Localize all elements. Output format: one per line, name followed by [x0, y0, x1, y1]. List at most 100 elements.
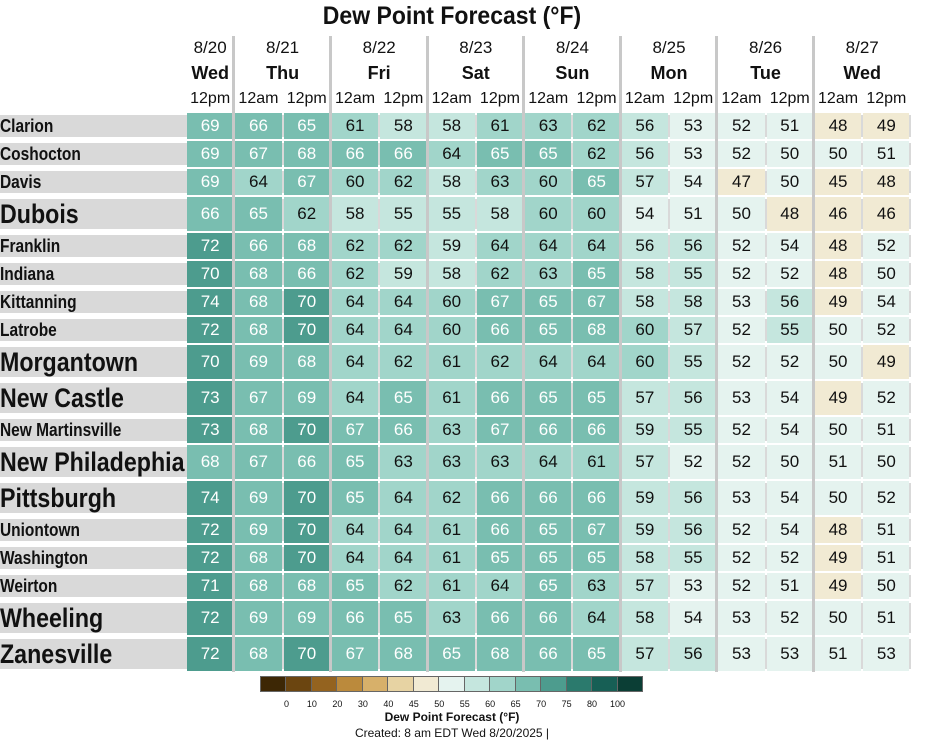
heatmap-cell: 63	[428, 445, 475, 479]
heatmap-cell: 50	[718, 197, 765, 231]
column-day: Sat	[461, 63, 490, 83]
row-city-label: New Castle	[0, 382, 124, 413]
heatmap-cell: 69	[235, 601, 282, 635]
colorbar-tick-label: 65	[510, 699, 521, 709]
column-date: 8/24	[555, 38, 589, 57]
heatmap-cell: 66	[476, 601, 524, 635]
heatmap-cell: 65	[525, 573, 572, 599]
heatmap-cell: 52	[718, 445, 765, 479]
heatmap-cell: 59	[428, 233, 475, 259]
heatmap-cell: 64	[331, 317, 379, 343]
colorbar-swatch	[616, 676, 644, 692]
heatmap-cell: 61	[428, 345, 475, 379]
colorbar-swatch	[489, 676, 516, 692]
heatmap-cell: 66	[331, 141, 379, 167]
heatmap-cell: 65	[331, 445, 379, 479]
heatmap-cell: 52	[766, 545, 813, 571]
heatmap-cell: 68	[573, 317, 620, 343]
heatmap-cell: 69	[187, 169, 234, 195]
row-city-label: Pittsburgh	[0, 482, 117, 513]
heatmap-cell: 61	[476, 113, 524, 139]
heatmap-cell: 66	[525, 481, 572, 515]
heatmap-cell: 63	[380, 445, 427, 479]
column-day: Wed	[191, 63, 229, 83]
heatmap-cell: 58	[428, 261, 475, 287]
heatmap-cell: 55	[670, 417, 717, 443]
heatmap-cell: 64	[331, 517, 379, 543]
heatmap-cell: 59	[621, 517, 668, 543]
heatmap-cell: 60	[573, 197, 620, 231]
column-time: 12am	[721, 90, 762, 107]
colorbar-swatch	[361, 676, 389, 692]
heatmap-cell: 70	[283, 481, 330, 515]
heatmap-cell: 63	[428, 601, 475, 635]
heatmap-cell: 72	[187, 545, 234, 571]
heatmap-cell: 52	[766, 601, 813, 635]
column-date: 8/23	[459, 38, 493, 57]
day-separator	[522, 36, 526, 672]
heatmap-cell: 68	[235, 261, 282, 287]
heatmap-cell: 54	[766, 517, 813, 543]
heatmap-cell: 66	[525, 417, 572, 443]
heatmap-cell: 55	[670, 545, 717, 571]
column-date: 8/21	[266, 38, 300, 57]
heatmap-cell: 67	[573, 517, 620, 543]
column-day: Wed	[843, 63, 882, 83]
heatmap-cell: 50	[863, 445, 910, 479]
heatmap-cell: 54	[766, 481, 813, 515]
colorbar-swatch	[387, 676, 414, 692]
heatmap-cell: 72	[187, 517, 234, 543]
heatmap-cell: 65	[573, 261, 620, 287]
heatmap-cell: 66	[525, 601, 572, 635]
heatmap-cell: 63	[525, 113, 572, 139]
column-time: 12pm	[479, 90, 520, 107]
heatmap-cell: 65	[283, 113, 330, 139]
heatmap-cell: 67	[283, 169, 330, 195]
heatmap-cell: 54	[863, 289, 910, 315]
heatmap-cell: 62	[573, 113, 620, 139]
heatmap-cell: 67	[235, 141, 282, 167]
heatmap-cell: 66	[380, 141, 427, 167]
colorbar	[260, 676, 644, 692]
heatmap-cell: 51	[863, 601, 910, 635]
heatmap-cell: 55	[428, 197, 475, 231]
colorbar-swatch	[514, 676, 542, 692]
heatmap-cell: 68	[235, 317, 282, 343]
heatmap-cell: 46	[814, 197, 862, 231]
heatmap-cell: 62	[428, 481, 475, 515]
heatmap-cell: 56	[670, 381, 717, 415]
heatmap-cell: 58	[621, 261, 668, 287]
heatmap-cell: 65	[525, 381, 572, 415]
heatmap-cell: 70	[283, 317, 330, 343]
heatmap-cell: 68	[283, 141, 330, 167]
heatmap-cell: 49	[814, 545, 862, 571]
colorbar-tick-label: 40	[383, 699, 394, 709]
heatmap-cell: 52	[718, 545, 765, 571]
heatmap-cell: 48	[814, 113, 862, 139]
heatmap-cell: 53	[670, 141, 717, 167]
heatmap-cell: 60	[525, 197, 572, 231]
heatmap-cell: 58	[621, 601, 668, 635]
heatmap-cell: 62	[331, 261, 379, 287]
heatmap-cell: 48	[766, 197, 813, 231]
heatmap-cell: 51	[670, 197, 717, 231]
colorbar-tick-label: 45	[408, 699, 419, 709]
heatmap-cell: 54	[766, 381, 813, 415]
heatmap-cell: 60	[331, 169, 379, 195]
colorbar-tick-label: 10	[306, 699, 317, 709]
heatmap-cell: 69	[283, 381, 330, 415]
heatmap-cell: 65	[525, 289, 572, 315]
colorbar-swatch	[310, 676, 338, 692]
heatmap-cell: 54	[766, 233, 813, 259]
heatmap-cell: 64	[525, 445, 572, 479]
heatmap-cell: 47	[718, 169, 765, 195]
heatmap-cell: 62	[476, 261, 524, 287]
heatmap-cell: 54	[670, 169, 717, 195]
heatmap-cell: 56	[621, 141, 668, 167]
heatmap-cell: 61	[428, 545, 475, 571]
heatmap-cell: 64	[476, 233, 524, 259]
heatmap-cell: 53	[766, 637, 813, 671]
heatmap-cell: 70	[187, 261, 234, 287]
heatmap-cell: 72	[187, 601, 234, 635]
heatmap-cell: 50	[863, 573, 910, 599]
